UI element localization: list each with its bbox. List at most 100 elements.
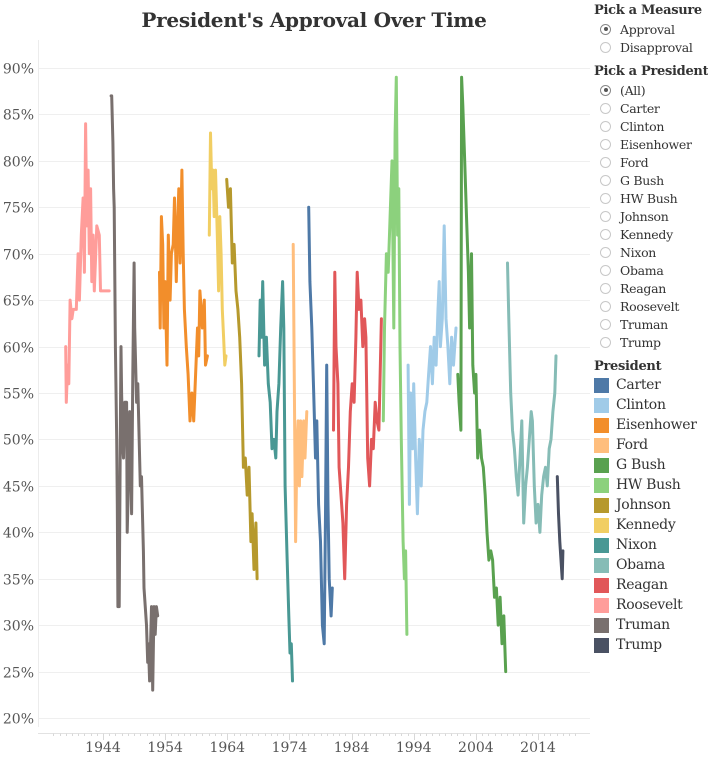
legend-item[interactable]: G Bush xyxy=(594,455,708,475)
president-option[interactable]: Johnson xyxy=(600,207,708,225)
series-line-g-bush[interactable] xyxy=(456,75,508,674)
legend-label: Eisenhower xyxy=(616,417,697,433)
legend-item[interactable]: Nixon xyxy=(594,535,708,555)
legend-item[interactable]: Trump xyxy=(594,635,708,655)
y-tick-label: 60% xyxy=(3,341,34,357)
y-tick-label: 20% xyxy=(3,712,34,728)
measure-option[interactable]: Disapproval xyxy=(600,38,708,56)
legend-item[interactable]: Clinton xyxy=(594,395,708,415)
series-line-kennedy[interactable] xyxy=(207,131,228,367)
series-line-reagan[interactable] xyxy=(332,270,383,581)
legend-item[interactable]: HW Bush xyxy=(594,475,708,495)
legend-label: Obama xyxy=(616,557,665,573)
x-tick-label: 2004 xyxy=(458,740,494,756)
series-line-johnson[interactable] xyxy=(225,177,259,581)
series-line-trump[interactable] xyxy=(555,475,565,581)
series-line-roosevelt[interactable] xyxy=(64,122,111,404)
legend-label: G Bush xyxy=(616,457,666,473)
y-tick-label: 25% xyxy=(3,666,34,682)
president-option[interactable]: Clinton xyxy=(600,117,708,135)
president-option[interactable]: Trump xyxy=(600,333,708,351)
legend-swatch xyxy=(594,457,609,473)
president-option-label: Nixon xyxy=(620,244,657,260)
legend-swatch xyxy=(594,397,609,413)
radio-unchecked-icon[interactable] xyxy=(600,174,611,186)
president-option-label: Johnson xyxy=(620,208,669,224)
president-option-label: Reagan xyxy=(620,280,666,296)
legend-item[interactable]: Johnson xyxy=(594,495,708,515)
series-line-eisenhower[interactable] xyxy=(158,168,209,423)
president-option[interactable]: Ford xyxy=(600,153,708,171)
radio-unchecked-icon[interactable] xyxy=(600,336,611,348)
radio-unchecked-icon[interactable] xyxy=(600,264,611,276)
legend-label: Nixon xyxy=(616,537,657,553)
measure-heading: Pick a Measure xyxy=(594,3,702,18)
radio-unchecked-icon[interactable] xyxy=(600,41,611,53)
radio-unchecked-icon[interactable] xyxy=(600,120,611,132)
legend-item[interactable]: Kennedy xyxy=(594,515,708,535)
president-option[interactable]: Obama xyxy=(600,261,708,279)
series-line-truman[interactable] xyxy=(109,94,160,692)
series-line-clinton[interactable] xyxy=(406,224,458,516)
series-group xyxy=(64,75,565,692)
radio-unchecked-icon[interactable] xyxy=(600,246,611,258)
radio-unchecked-icon[interactable] xyxy=(600,138,611,150)
president-option-label: Clinton xyxy=(620,118,665,134)
president-option[interactable]: Truman xyxy=(600,315,708,333)
radio-checked-icon[interactable] xyxy=(600,23,611,35)
president-option[interactable]: Reagan xyxy=(600,279,708,297)
x-tick-label: 1974 xyxy=(272,740,308,756)
series-line-ford[interactable] xyxy=(291,242,309,544)
radio-unchecked-icon[interactable] xyxy=(600,102,611,114)
radio-unchecked-icon[interactable] xyxy=(600,318,611,330)
series-line-obama[interactable] xyxy=(506,261,558,534)
series-line-hw-bush[interactable] xyxy=(381,75,409,636)
legend-item[interactable]: Eisenhower xyxy=(594,415,708,435)
legend-item[interactable]: Truman xyxy=(594,615,708,635)
president-option[interactable]: (All) xyxy=(600,81,708,99)
president-option[interactable]: Carter xyxy=(600,99,708,117)
president-option[interactable]: Kennedy xyxy=(600,225,708,243)
radio-unchecked-icon[interactable] xyxy=(600,210,611,222)
legend-title: President xyxy=(594,359,662,374)
legend-item[interactable]: Reagan xyxy=(594,575,708,595)
president-option-label: Kennedy xyxy=(620,226,673,242)
legend-item[interactable]: Roosevelt xyxy=(594,595,708,615)
president-option-label: Ford xyxy=(620,154,649,170)
series-line-carter[interactable] xyxy=(307,205,334,646)
series-line-nixon[interactable] xyxy=(257,280,294,683)
y-axis: 20% 25% 30% 35% 40% 45% 50% 55% 60% 65% 70% 75% 80% 8… xyxy=(3,62,34,728)
legend-label: Reagan xyxy=(616,577,668,593)
gridlines xyxy=(38,68,590,719)
president-option-label: Eisenhower xyxy=(620,136,692,152)
president-option[interactable]: Eisenhower xyxy=(600,135,708,153)
radio-unchecked-icon[interactable] xyxy=(600,282,611,294)
legend-item[interactable]: Carter xyxy=(594,375,708,395)
y-tick-label: 90% xyxy=(3,62,34,78)
president-option[interactable]: G Bush xyxy=(600,171,708,189)
president-option[interactable]: Roosevelt xyxy=(600,297,708,315)
radio-unchecked-icon[interactable] xyxy=(600,300,611,312)
legend-swatch xyxy=(594,637,609,653)
filter-panel: Pick a Measure Approval Disapproval Pick … xyxy=(593,0,708,655)
president-option[interactable]: HW Bush xyxy=(600,189,708,207)
y-tick-label: 65% xyxy=(3,294,34,310)
president-option-label: HW Bush xyxy=(620,190,678,206)
legend-item[interactable]: Obama xyxy=(594,555,708,575)
y-tick-label: 50% xyxy=(3,433,34,449)
legend-swatch xyxy=(594,597,609,613)
radio-unchecked-icon[interactable] xyxy=(600,192,611,204)
legend-item[interactable]: Ford xyxy=(594,435,708,455)
measure-option[interactable]: Approval xyxy=(600,20,708,38)
legend-label: Kennedy xyxy=(616,517,676,533)
y-tick-label: 80% xyxy=(3,155,34,171)
legend-swatch xyxy=(594,537,609,553)
radio-checked-icon[interactable] xyxy=(600,84,611,96)
radio-unchecked-icon[interactable] xyxy=(600,156,611,168)
president-option[interactable]: Nixon xyxy=(600,243,708,261)
president-heading: Pick a President xyxy=(594,64,708,79)
radio-unchecked-icon[interactable] xyxy=(600,228,611,240)
chart-title: President's Approval Over Time xyxy=(141,8,487,32)
president-option-label: Roosevelt xyxy=(620,298,680,314)
legend-label: Johnson xyxy=(616,497,671,513)
